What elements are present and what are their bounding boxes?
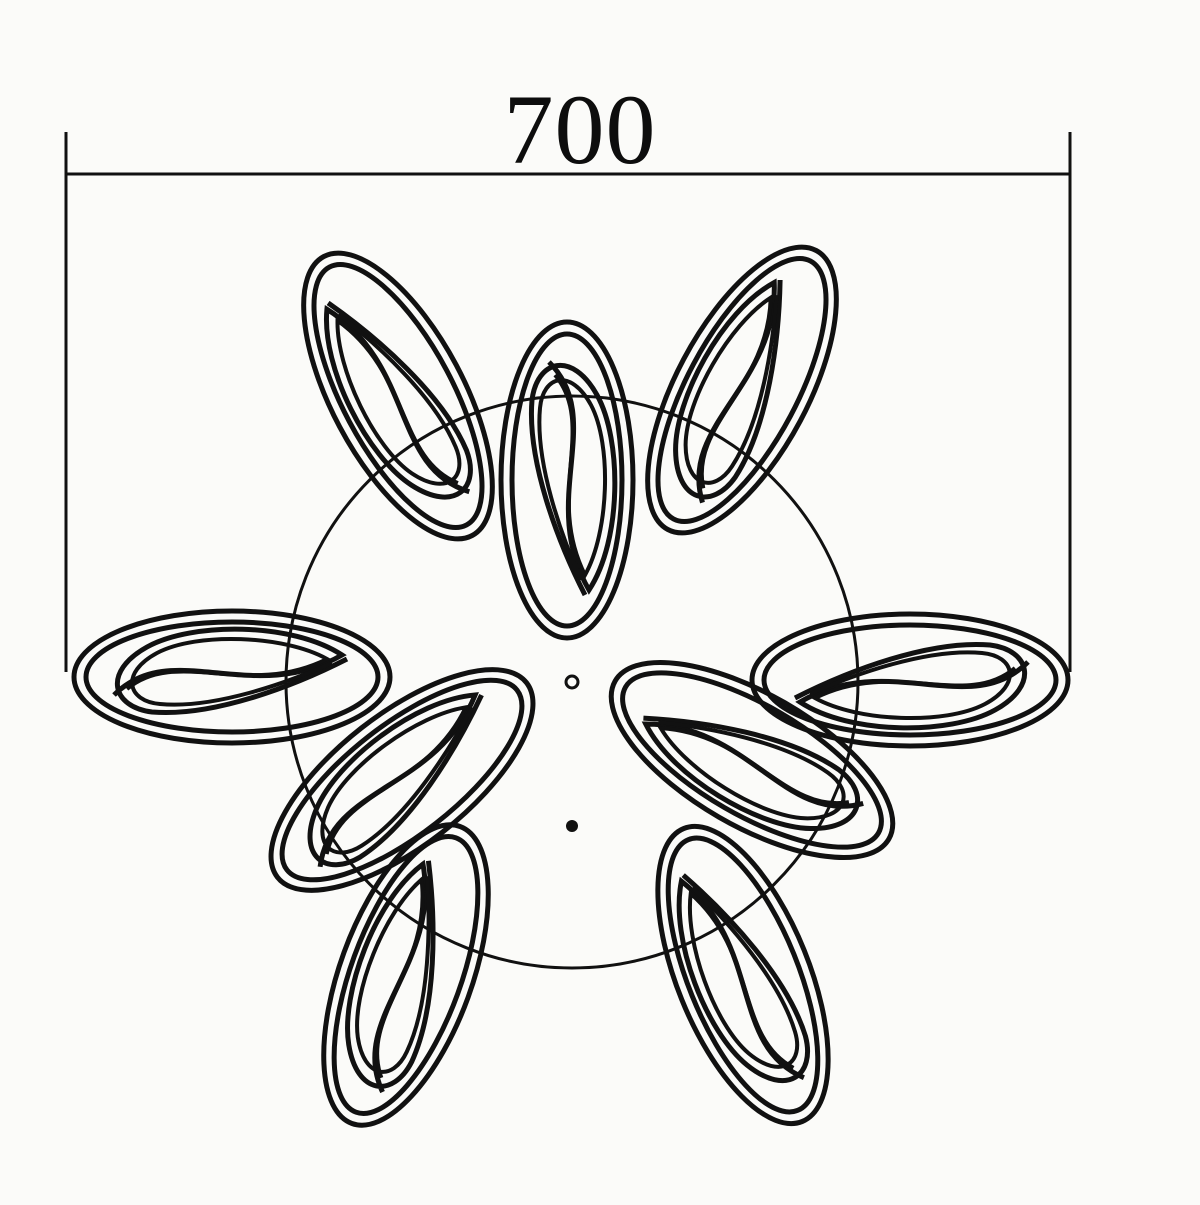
- dimension-line: [64, 132, 1072, 672]
- petal-top-center: [501, 322, 633, 638]
- mount-hole: [566, 820, 578, 832]
- mount-holes: [564, 674, 580, 832]
- dimension-label: 700: [503, 74, 657, 185]
- petal-top-left: [266, 226, 531, 567]
- petal-left: [74, 611, 390, 743]
- mount-hole: [564, 674, 580, 690]
- petal-top-right: [610, 220, 875, 561]
